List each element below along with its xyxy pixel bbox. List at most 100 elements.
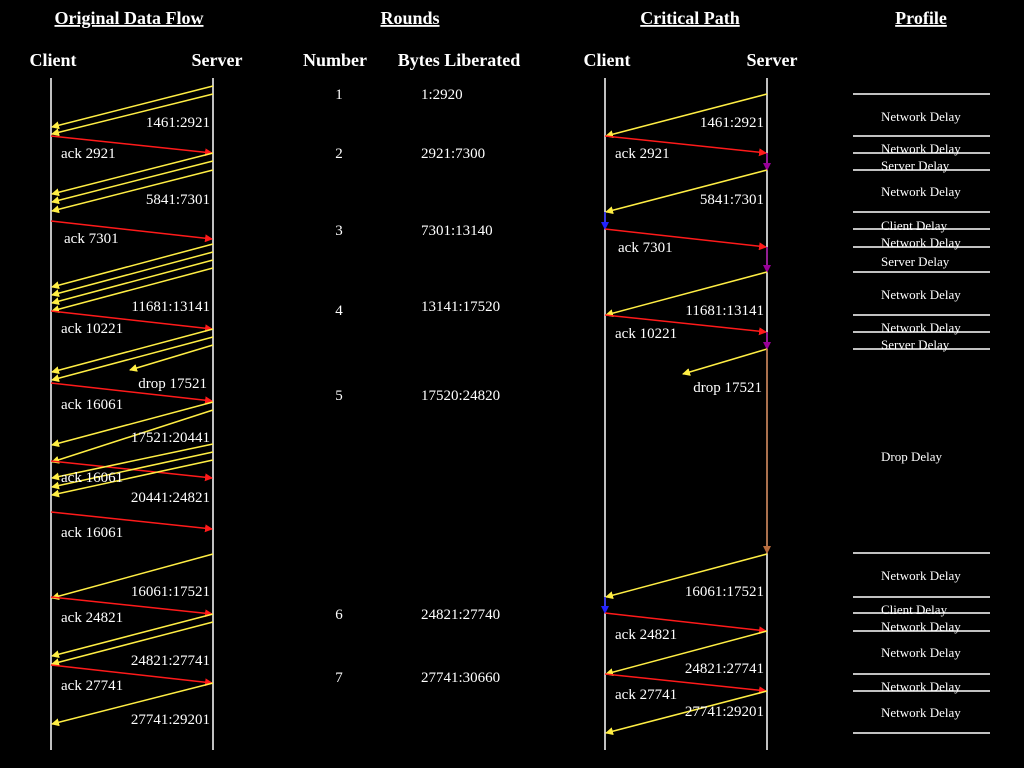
- ack-arrow: [604, 228, 767, 251]
- profile-header: Profile: [895, 8, 947, 28]
- retransmit-arrow: [605, 553, 768, 600]
- rounds-header: Rounds: [380, 8, 439, 28]
- flow-label: ack 16061: [61, 525, 123, 541]
- critical-label: 16061:17521: [685, 584, 764, 600]
- client-right-label: Client: [584, 50, 631, 70]
- round-bytes: 1:2920: [421, 87, 463, 103]
- flow-label: 1461:2921: [146, 115, 210, 131]
- ack-arrow: [604, 135, 767, 157]
- critical-label: ack 7301: [618, 240, 673, 256]
- round-bytes: 17520:24820: [421, 388, 500, 404]
- rounds-table: 1 1:2920 2 2921:7300 3 7301:13140 4 1314…: [335, 87, 500, 686]
- ack-arrow: [604, 612, 767, 635]
- profile-dividers: [853, 93, 990, 734]
- round-bytes: 13141:17520: [421, 299, 500, 315]
- critical-label: ack 27741: [615, 687, 677, 703]
- data-segment-arrow: [51, 401, 214, 448]
- critical-label: ack 24821: [615, 627, 677, 643]
- round-number: 7: [335, 670, 343, 686]
- flow-label: 27741:29201: [131, 712, 210, 728]
- profile-label: Network Delay: [881, 320, 961, 335]
- flow-label: 16061:17521: [131, 584, 210, 600]
- profile-label: Network Delay: [881, 705, 961, 720]
- round-number: 5: [335, 388, 343, 404]
- ack-arrow: [50, 310, 213, 333]
- data-segment-arrow: [51, 251, 214, 298]
- dropped-segment-arrow: [129, 344, 214, 372]
- flow-label: ack 16061: [61, 397, 123, 413]
- server-left-label: Server: [192, 50, 243, 70]
- server-right-label: Server: [747, 50, 798, 70]
- round-bytes: 2921:7300: [421, 146, 485, 162]
- data-segment-arrow: [605, 630, 768, 677]
- dropped-segment-arrow: [682, 348, 768, 376]
- round-bytes: 27741:30660: [421, 670, 500, 686]
- data-segment-arrow: [51, 459, 214, 498]
- critical-label: ack 10221: [615, 326, 677, 342]
- round-number: 6: [335, 607, 343, 623]
- data-segment-arrow: [605, 93, 768, 139]
- data-segment-arrow: [51, 451, 214, 490]
- ack-arrow: [50, 382, 213, 405]
- original-arrows: [50, 85, 214, 727]
- data-segment-arrow: [51, 152, 214, 197]
- ack-arrow: [50, 220, 213, 243]
- data-segment-arrow: [51, 682, 214, 727]
- client-left-label: Client: [30, 50, 77, 70]
- round-number: 3: [335, 223, 343, 239]
- ack-arrow: [50, 135, 213, 157]
- round-number: 2: [335, 146, 343, 162]
- profile-label: Network Delay: [881, 568, 961, 583]
- data-segment-arrow: [51, 85, 214, 130]
- profile-label: Network Delay: [881, 645, 961, 660]
- data-segment-arrow: [51, 443, 214, 481]
- number-column-label: Number: [303, 50, 367, 70]
- flow-label: ack 2921: [61, 146, 116, 162]
- flow-label: 24821:27741: [131, 653, 210, 669]
- round-bytes: 7301:13140: [421, 223, 493, 239]
- profile-label: Network Delay: [881, 184, 961, 199]
- data-segment-arrow: [51, 328, 214, 375]
- critical-labels: 1461:2921 ack 2921 5841:7301 ack 7301 11…: [615, 115, 764, 720]
- profile-labels: Network Delay Network Delay Server Delay…: [881, 109, 961, 720]
- profile-label: Drop Delay: [881, 449, 943, 464]
- data-segment-arrow: [51, 613, 214, 659]
- profile-label: Network Delay: [881, 679, 961, 694]
- flow-label: ack 10221: [61, 321, 123, 337]
- ack-arrow: [50, 664, 213, 687]
- flow-label: 5841:7301: [146, 192, 210, 208]
- data-segment-arrow: [51, 160, 214, 205]
- critical-label: 24821:27741: [685, 661, 764, 677]
- flow-label: drop 17521: [138, 376, 207, 392]
- critical-label: drop 17521: [693, 380, 762, 396]
- profile-label: Server Delay: [881, 158, 950, 173]
- flow-label: ack 7301: [64, 231, 119, 247]
- ack-arrow: [50, 511, 213, 533]
- profile-label: Network Delay: [881, 619, 961, 634]
- round-bytes: 24821:27740: [421, 607, 500, 623]
- ack-arrow: [604, 673, 767, 695]
- data-segment-arrow: [51, 267, 214, 314]
- data-segment-arrow: [605, 271, 768, 318]
- critical-arrows: [601, 93, 771, 736]
- data-segment-arrow: [605, 169, 768, 215]
- critical-label: 11681:13141: [685, 303, 764, 319]
- flow-label: 17521:20441: [131, 430, 210, 446]
- data-segment-arrow: [51, 621, 214, 667]
- critical-path-header: Critical Path: [640, 8, 739, 28]
- critical-label: 1461:2921: [700, 115, 764, 131]
- flow-label: ack 24821: [61, 610, 123, 626]
- profile-label: Server Delay: [881, 337, 950, 352]
- data-segment-arrow: [51, 169, 214, 214]
- profile-label: Client Delay: [881, 602, 948, 617]
- flow-label: ack 27741: [61, 678, 123, 694]
- ack-arrow: [604, 314, 767, 336]
- flow-label: ack 16061: [61, 470, 123, 486]
- round-number: 4: [335, 303, 343, 319]
- original-flow-header: Original Data Flow: [55, 8, 204, 28]
- profile-label: Client Delay: [881, 218, 948, 233]
- data-segment-arrow: [605, 690, 768, 736]
- flow-label: 20441:24821: [131, 490, 210, 506]
- profile-label: Server Delay: [881, 254, 950, 269]
